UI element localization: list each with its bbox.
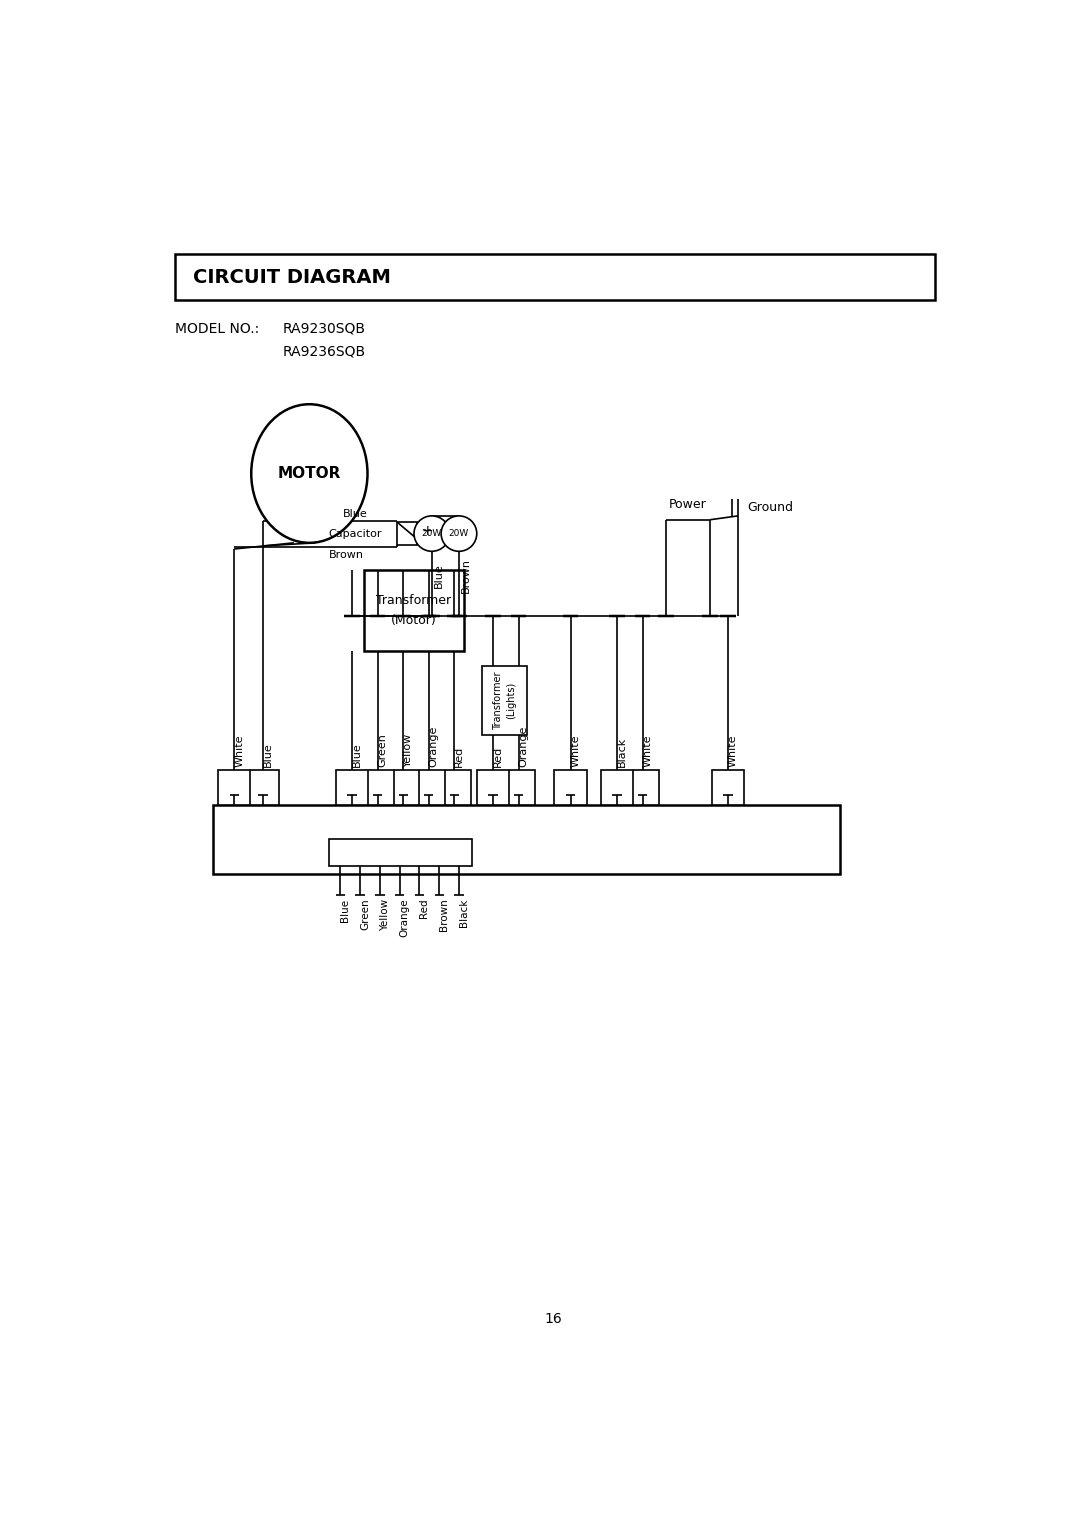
Text: RA9230SQB: RA9230SQB — [282, 322, 365, 336]
Ellipse shape — [252, 405, 367, 542]
Text: (Motor): (Motor) — [391, 614, 437, 628]
Text: White: White — [643, 734, 652, 767]
Text: Black: Black — [459, 898, 469, 927]
Text: Yellow: Yellow — [380, 898, 390, 930]
Circle shape — [414, 516, 449, 551]
Text: Transformer: Transformer — [377, 594, 451, 606]
Text: MODEL NO.:: MODEL NO.: — [175, 322, 259, 336]
FancyBboxPatch shape — [218, 770, 279, 805]
Text: Red: Red — [455, 745, 464, 767]
Text: 20W: 20W — [449, 528, 469, 538]
Text: White: White — [570, 734, 581, 767]
Text: CIRCUIT DIAGRAM: CIRCUIT DIAGRAM — [193, 267, 391, 287]
Text: Orange: Orange — [400, 898, 409, 938]
Text: Green: Green — [378, 733, 388, 767]
Text: Blue: Blue — [262, 742, 273, 767]
FancyBboxPatch shape — [336, 770, 471, 805]
FancyBboxPatch shape — [328, 838, 472, 866]
Text: Brown: Brown — [461, 557, 471, 592]
Text: +: + — [421, 524, 433, 539]
Text: Black: Black — [617, 736, 627, 767]
Text: RA9236SQB: RA9236SQB — [282, 345, 365, 359]
FancyBboxPatch shape — [600, 770, 659, 805]
Text: White: White — [234, 734, 244, 767]
Text: White: White — [728, 734, 738, 767]
FancyBboxPatch shape — [476, 770, 535, 805]
Text: MOTOR: MOTOR — [278, 466, 341, 481]
Text: Transformer
(Lights): Transformer (Lights) — [494, 672, 516, 730]
Text: Ground: Ground — [747, 501, 793, 515]
Text: Red: Red — [419, 898, 430, 918]
Text: Orange: Orange — [518, 725, 528, 767]
Text: Green: Green — [360, 898, 370, 930]
Text: Yellow: Yellow — [403, 733, 414, 767]
Text: Power: Power — [670, 498, 706, 512]
Text: 20W: 20W — [421, 528, 442, 538]
Text: Red: Red — [494, 745, 503, 767]
FancyBboxPatch shape — [712, 770, 744, 805]
Text: Orange: Orange — [429, 725, 438, 767]
Text: Blue: Blue — [434, 563, 444, 588]
Text: Blue: Blue — [352, 742, 362, 767]
FancyBboxPatch shape — [175, 253, 935, 301]
FancyBboxPatch shape — [482, 666, 527, 736]
Text: Blue: Blue — [342, 508, 367, 519]
Text: Blue: Blue — [340, 898, 350, 922]
FancyBboxPatch shape — [397, 522, 417, 545]
FancyBboxPatch shape — [554, 770, 586, 805]
Text: 16: 16 — [544, 1312, 563, 1325]
FancyBboxPatch shape — [213, 805, 840, 873]
FancyBboxPatch shape — [364, 570, 464, 651]
Text: Capacitor: Capacitor — [328, 528, 382, 539]
Circle shape — [441, 516, 476, 551]
Text: Brown: Brown — [440, 898, 449, 931]
Text: Brown: Brown — [328, 550, 364, 560]
